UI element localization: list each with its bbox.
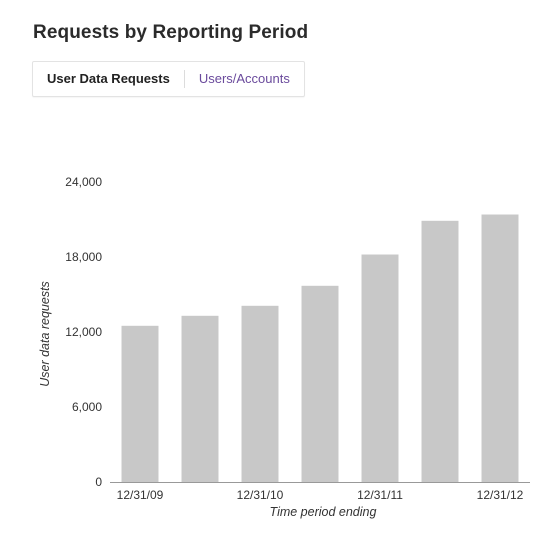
y-tick-label: 12,000 (65, 325, 102, 339)
y-axis-title: User data requests (38, 281, 52, 387)
bar-group (121, 214, 519, 483)
x-tick-label: 12/31/12 (477, 488, 524, 502)
y-tick-label: 24,000 (65, 175, 102, 189)
bar-6-30-11 (301, 285, 339, 483)
bar-12-31-12 (481, 214, 519, 482)
bar-12-31-09 (121, 325, 159, 483)
y-tick-label: 18,000 (65, 250, 102, 264)
y-tick-label: 0 (95, 475, 102, 489)
x-axis-ticks: 12/31/09 12/31/10 12/31/11 12/31/12 (117, 488, 524, 502)
bar-6-30-12 (421, 220, 459, 483)
tab-bar: User Data Requests Users/Accounts (32, 61, 305, 97)
y-tick-label: 6,000 (72, 400, 102, 414)
bar-12-31-10 (241, 305, 279, 483)
tab-users-accounts[interactable]: Users/Accounts (198, 71, 290, 86)
tab-divider (183, 70, 185, 88)
page-title: Requests by Reporting Period (33, 22, 309, 43)
bar-12-31-11 (361, 254, 399, 482)
tab-user-data-requests[interactable]: User Data Requests (47, 71, 170, 86)
x-tick-label: 12/31/09 (117, 488, 164, 502)
x-tick-label: 12/31/11 (357, 488, 403, 502)
bar-6-30-10 (181, 315, 219, 483)
x-tick-label: 12/31/10 (237, 488, 284, 502)
x-axis-title: Time period ending (270, 505, 377, 519)
y-axis-ticks: 0 6,000 12,000 18,000 24,000 (65, 175, 102, 489)
